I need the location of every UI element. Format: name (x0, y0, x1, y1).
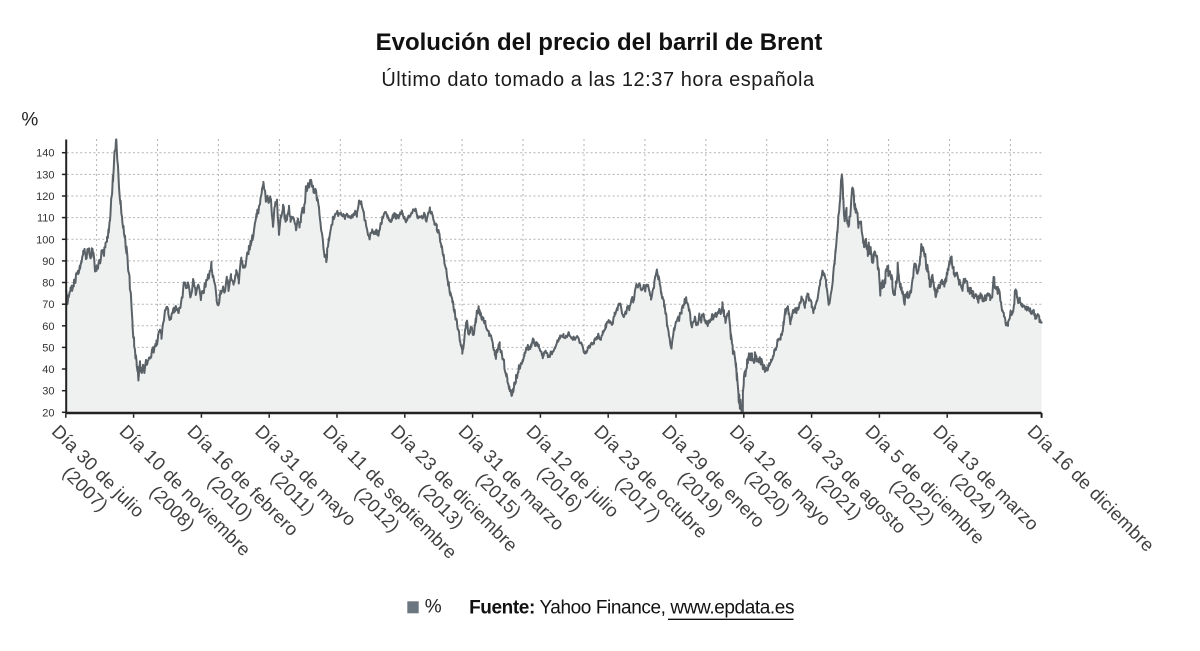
svg-text:Último dato tomado a las 12:37: Último dato tomado a las 12:37 hora espa… (381, 68, 815, 91)
svg-text:%: % (21, 109, 38, 130)
svg-text:50: 50 (42, 342, 54, 354)
svg-text:130: 130 (36, 169, 54, 181)
svg-text:70: 70 (42, 299, 54, 311)
svg-text:60: 60 (42, 321, 54, 333)
svg-text:90: 90 (42, 256, 54, 268)
svg-text:120: 120 (36, 191, 54, 203)
svg-text:20: 20 (42, 407, 54, 419)
svg-text:100: 100 (36, 234, 54, 246)
svg-text:%: % (425, 597, 442, 618)
svg-text:Fuente: Yahoo Finance, www.epd: Fuente: Yahoo Finance, www.epdata.es (469, 598, 794, 619)
svg-text:140: 140 (36, 148, 54, 160)
svg-text:80: 80 (42, 278, 54, 290)
svg-text:40: 40 (42, 364, 54, 376)
svg-text:30: 30 (42, 386, 54, 398)
svg-text:Evolución del precio del barri: Evolución del precio del barril de Brent (376, 29, 823, 56)
svg-text:110: 110 (37, 213, 55, 225)
